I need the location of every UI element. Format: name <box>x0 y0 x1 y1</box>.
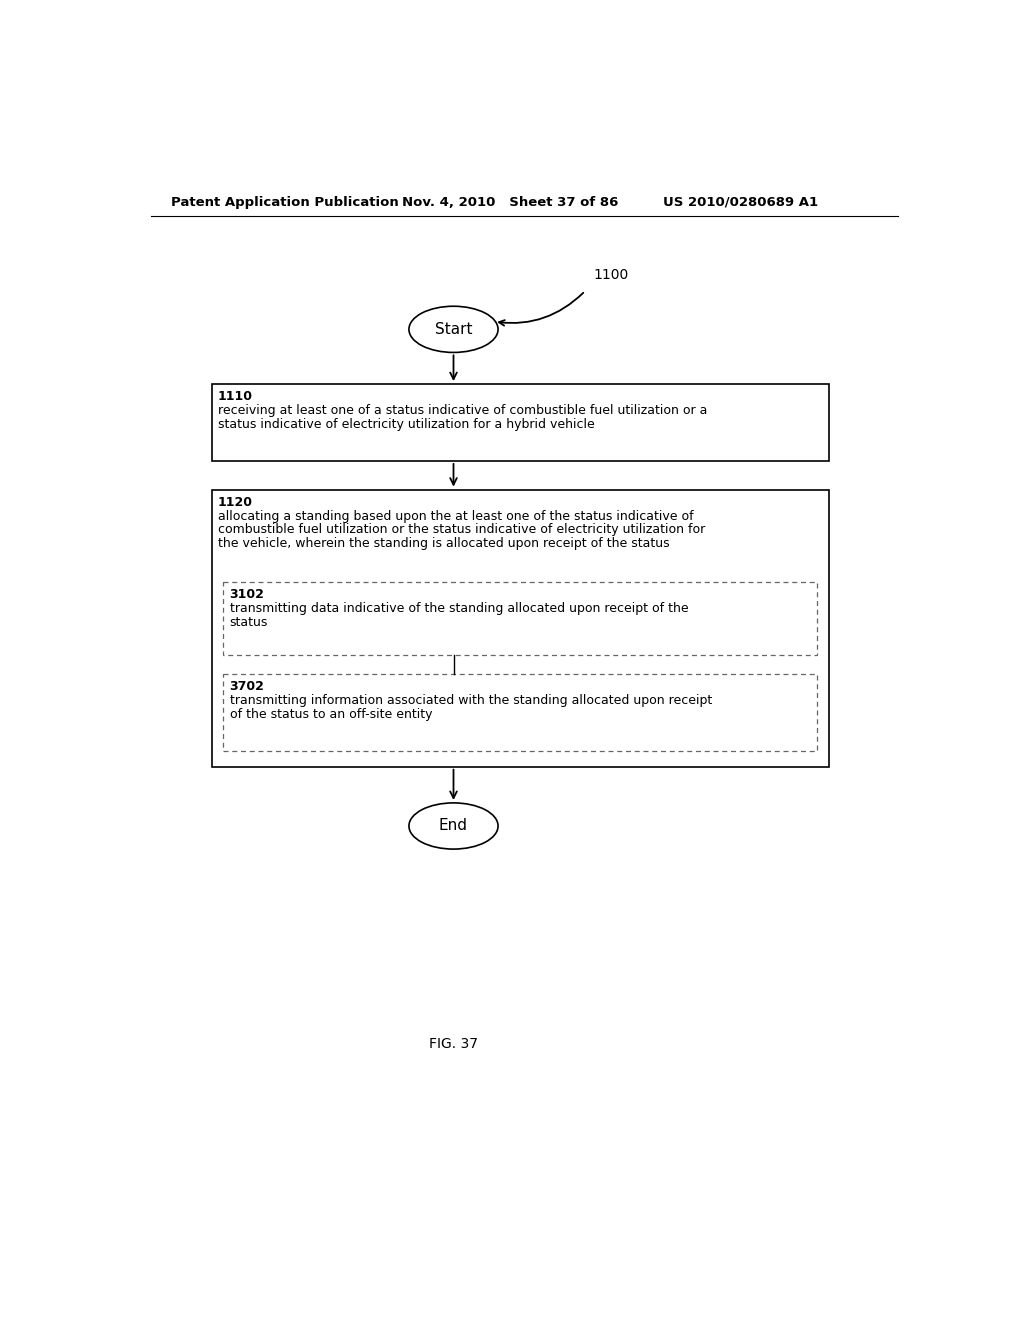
Text: 3102: 3102 <box>229 589 264 601</box>
Text: receiving at least one of a status indicative of combustible fuel utilization or: receiving at least one of a status indic… <box>218 404 708 417</box>
Text: Start: Start <box>435 322 472 337</box>
Text: allocating a standing based upon the at least one of the status indicative of: allocating a standing based upon the at … <box>218 510 693 523</box>
Text: status indicative of electricity utilization for a hybrid vehicle: status indicative of electricity utiliza… <box>218 418 595 430</box>
Bar <box>223 675 817 751</box>
Bar <box>212 384 828 461</box>
Text: status: status <box>229 615 268 628</box>
Text: Patent Application Publication: Patent Application Publication <box>171 195 398 209</box>
Text: 1110: 1110 <box>218 391 253 403</box>
Text: transmitting data indicative of the standing allocated upon receipt of the: transmitting data indicative of the stan… <box>229 602 688 615</box>
Text: transmitting information associated with the standing allocated upon receipt: transmitting information associated with… <box>229 694 712 708</box>
Bar <box>212 490 828 767</box>
Text: US 2010/0280689 A1: US 2010/0280689 A1 <box>663 195 818 209</box>
Text: combustible fuel utilization or the status indicative of electricity utilization: combustible fuel utilization or the stat… <box>218 524 706 536</box>
Text: 1120: 1120 <box>218 496 253 508</box>
Bar <box>223 582 817 655</box>
Text: Nov. 4, 2010   Sheet 37 of 86: Nov. 4, 2010 Sheet 37 of 86 <box>401 195 617 209</box>
Text: End: End <box>439 818 468 833</box>
Text: FIG. 37: FIG. 37 <box>429 1038 478 1051</box>
Text: 1100: 1100 <box>593 268 629 282</box>
Text: 3702: 3702 <box>229 681 264 693</box>
Text: of the status to an off-site entity: of the status to an off-site entity <box>229 708 432 721</box>
Text: the vehicle, wherein the standing is allocated upon receipt of the status: the vehicle, wherein the standing is all… <box>218 537 670 550</box>
